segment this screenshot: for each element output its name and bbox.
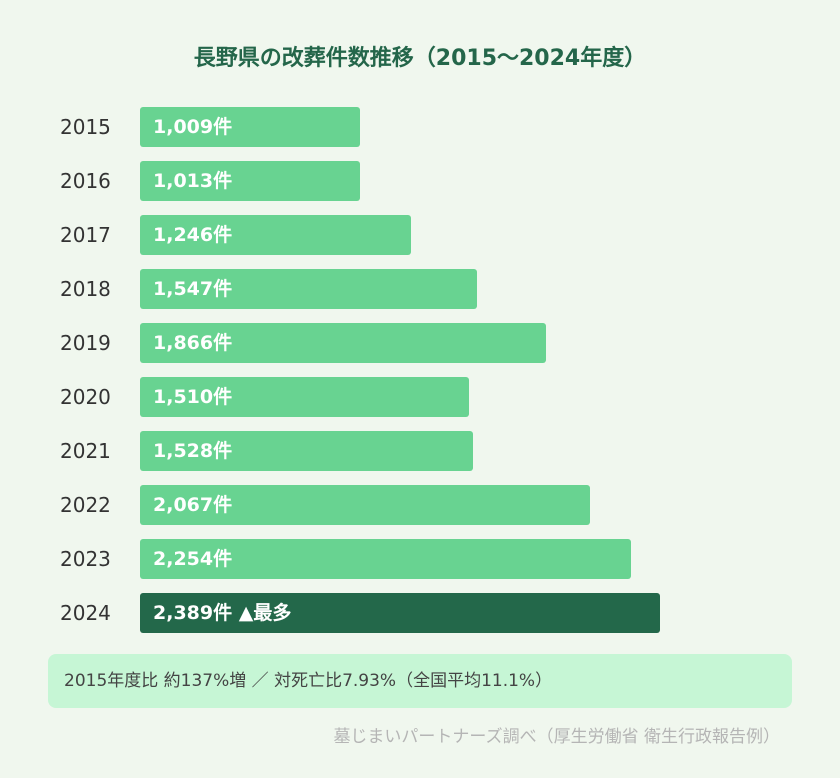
bar-value-label: 1,528件 xyxy=(153,440,233,462)
summary-note: 2015年度比 約137%増 ／ 対死亡比7.93%（全国平均11.1%） xyxy=(48,654,792,708)
bar: 1,528件 xyxy=(140,431,473,471)
bar-row: 2022 2,067件 xyxy=(0,485,840,525)
bar: 1,246件 xyxy=(140,215,412,255)
bar-value-label: 1,866件 xyxy=(153,332,233,354)
bar: 1,866件 xyxy=(140,323,547,363)
bar-row: 2024 2,389件 ▲最多 xyxy=(0,593,840,633)
bar: 2,254件 xyxy=(140,539,631,579)
bar: 1,510件 xyxy=(140,377,469,417)
year-label: 2016 xyxy=(60,169,111,193)
summary-text: 2015年度比 約137%増 ／ 対死亡比7.93%（全国平均11.1%） xyxy=(64,671,553,691)
bar-value-label: 2,254件 xyxy=(153,548,233,570)
year-label: 2023 xyxy=(60,547,111,571)
year-label: 2018 xyxy=(60,277,111,301)
bar-value-label: 1,547件 xyxy=(153,278,233,300)
bar: 2,389件 ▲最多 xyxy=(140,593,660,633)
bar-row: 2015 1,009件 xyxy=(0,107,840,147)
year-label: 2022 xyxy=(60,493,111,517)
year-label: 2021 xyxy=(60,439,111,463)
bar-value-label: 1,009件 xyxy=(153,116,233,138)
bar-row: 2016 1,013件 xyxy=(0,161,840,201)
bar-value-label: 1,013件 xyxy=(153,170,233,192)
year-label: 2015 xyxy=(60,115,111,139)
bar-row: 2021 1,528件 xyxy=(0,431,840,471)
bar: 1,547件 xyxy=(140,269,477,309)
bar-row: 2019 1,866件 xyxy=(0,323,840,363)
source-text: 墓じまいパートナーズ調べ（厚生労働省 衛生行政報告例） xyxy=(333,727,780,747)
chart-title: 長野県の改葬件数推移（2015〜2024年度） xyxy=(193,46,647,71)
bar-value-label: 2,389件 ▲最多 xyxy=(153,602,292,624)
year-label: 2024 xyxy=(60,601,111,625)
bar-row: 2018 1,547件 xyxy=(0,269,840,309)
year-label: 2020 xyxy=(60,385,111,409)
bar: 1,013件 xyxy=(140,161,361,201)
bar: 2,067件 xyxy=(140,485,590,525)
year-label: 2019 xyxy=(60,331,111,355)
bar: 1,009件 xyxy=(140,107,360,147)
bar-value-label: 1,510件 xyxy=(153,386,233,408)
year-label: 2017 xyxy=(60,223,111,247)
bar-value-label: 1,246件 xyxy=(153,224,233,246)
bar-row: 2020 1,510件 xyxy=(0,377,840,417)
bar-value-label: 2,067件 xyxy=(153,494,233,516)
bar-row: 2023 2,254件 xyxy=(0,539,840,579)
bar-row: 2017 1,246件 xyxy=(0,215,840,255)
